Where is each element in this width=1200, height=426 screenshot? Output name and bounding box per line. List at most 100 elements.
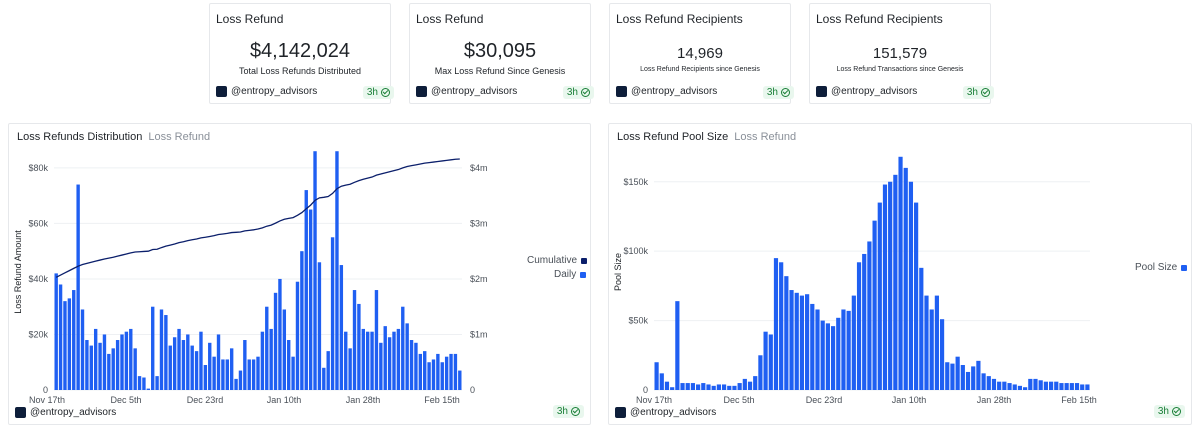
x-tick-label: Dec 23rd bbox=[806, 395, 843, 405]
daily-bar bbox=[247, 359, 251, 390]
author-name: @entropy_advisors bbox=[631, 86, 718, 97]
daily-bar bbox=[317, 262, 322, 390]
daily-bar bbox=[836, 317, 841, 390]
daily-bar bbox=[1080, 384, 1085, 390]
author-link[interactable]: @entropy_advisors bbox=[416, 86, 517, 97]
daily-bar bbox=[387, 337, 392, 390]
stat-card-total-refunds[interactable]: Loss Refund $4,142,024 Total Loss Refund… bbox=[209, 3, 394, 104]
daily-bar bbox=[151, 306, 155, 390]
freshness-badge[interactable]: 3h bbox=[552, 405, 584, 418]
x-tick-label: Dec 5th bbox=[110, 395, 141, 405]
daily-bar bbox=[392, 331, 396, 390]
daily-bar bbox=[58, 284, 63, 390]
cumulative-line bbox=[55, 158, 460, 278]
daily-bar bbox=[799, 295, 805, 390]
daily-bar bbox=[805, 294, 810, 390]
daily-bar bbox=[357, 303, 361, 390]
x-tick-label: Jan 28th bbox=[977, 395, 1012, 405]
daily-bar bbox=[186, 334, 190, 390]
chart-subtitle: Loss Refund bbox=[734, 131, 797, 143]
author-link[interactable]: @entropy_advisors bbox=[616, 86, 717, 97]
author-link[interactable]: @entropy_advisors bbox=[216, 86, 317, 97]
entropy-avatar-icon bbox=[615, 407, 626, 418]
daily-bar bbox=[322, 367, 326, 390]
legend-item-pool-size[interactable]: Pool Size bbox=[1135, 262, 1188, 273]
daily-bar bbox=[401, 306, 405, 390]
author-link[interactable]: @entropy_advisors bbox=[15, 407, 116, 418]
freshness-age: 3h bbox=[1157, 406, 1169, 417]
author-link[interactable]: @entropy_advisors bbox=[816, 86, 917, 97]
daily-bar bbox=[1007, 383, 1012, 390]
freshness-badge[interactable]: 3h bbox=[762, 86, 794, 99]
daily-bar bbox=[120, 334, 124, 390]
daily-bar bbox=[291, 356, 295, 390]
freshness-badge[interactable]: 3h bbox=[962, 86, 994, 99]
daily-bar bbox=[888, 181, 893, 390]
daily-bar bbox=[383, 326, 387, 390]
daily-bar bbox=[265, 306, 269, 390]
stat-value: $4,142,024 bbox=[249, 40, 351, 62]
daily-bar bbox=[365, 331, 370, 390]
daily-bar bbox=[203, 365, 208, 390]
daily-bar bbox=[830, 326, 836, 390]
daily-bar bbox=[124, 331, 129, 390]
daily-bar bbox=[431, 359, 436, 390]
legend-item-daily[interactable]: Daily bbox=[554, 269, 587, 280]
distribution-chart[interactable]: 0 $20k $40k $60k $80k Nov 17th Dec 5th Dec 23rd… bbox=[9, 124, 592, 426]
y2-tick-label: 0 bbox=[470, 385, 475, 395]
daily-bar bbox=[1054, 381, 1059, 390]
chart-card-distribution: Loss Refunds Distribution Loss Refund 0 $2… bbox=[8, 123, 591, 425]
daily-bar bbox=[300, 251, 304, 390]
daily-bar bbox=[344, 331, 348, 390]
freshness-badge[interactable]: 3h bbox=[562, 86, 594, 99]
chart-title: Loss Refunds Distribution Loss Refund bbox=[17, 131, 210, 143]
y-tick-label: $60k bbox=[28, 218, 48, 228]
check-circle-icon bbox=[1172, 407, 1181, 416]
daily-bar bbox=[216, 334, 221, 390]
daily-bar bbox=[939, 319, 945, 390]
pool-size-chart[interactable]: 0 $50k $100k $150k Nov 17th Dec 5th Dec 23rd Ja… bbox=[609, 124, 1193, 426]
daily-bar bbox=[965, 371, 971, 390]
daily-bar bbox=[115, 340, 120, 390]
author-link[interactable]: @entropy_advisors bbox=[615, 407, 716, 418]
daily-bar bbox=[882, 184, 888, 390]
daily-bar bbox=[898, 156, 903, 390]
check-circle-icon bbox=[581, 88, 590, 97]
daily-bar bbox=[737, 383, 742, 390]
stat-subtitle: Total Loss Refunds Distributed bbox=[238, 66, 362, 76]
daily-bar bbox=[190, 345, 194, 390]
daily-bar bbox=[352, 290, 357, 390]
daily-bar bbox=[89, 345, 93, 390]
daily-bar bbox=[208, 342, 212, 390]
x-tick-label: Jan 10th bbox=[267, 395, 302, 405]
entropy-avatar-icon bbox=[616, 86, 627, 97]
daily-bar bbox=[877, 202, 882, 390]
y-tick-label: $50k bbox=[628, 316, 648, 326]
daily-bar bbox=[950, 363, 955, 390]
stat-card-max-refund[interactable]: Loss Refund $30,095 Max Loss Refund Sinc… bbox=[409, 3, 594, 104]
daily-bar bbox=[295, 281, 300, 390]
y2-tick-label: $4m bbox=[470, 163, 488, 173]
daily-bar bbox=[872, 220, 877, 390]
daily-bar bbox=[423, 351, 427, 390]
stat-card-transactions[interactable]: Loss Refund Recipients 151,579 Loss Refu… bbox=[809, 3, 994, 104]
entropy-avatar-icon bbox=[416, 86, 427, 97]
daily-bar bbox=[1064, 383, 1069, 390]
daily-bar bbox=[696, 384, 701, 390]
daily-bar bbox=[789, 290, 794, 390]
daily-bar bbox=[659, 373, 664, 390]
freshness-badge[interactable]: 3h bbox=[1153, 405, 1185, 418]
stat-card-recipients[interactable]: Loss Refund Recipients 14,969 Loss Refun… bbox=[609, 3, 794, 104]
daily-bar bbox=[706, 384, 711, 390]
daily-bar bbox=[54, 273, 58, 390]
legend-swatch bbox=[580, 271, 587, 278]
daily-bar bbox=[168, 345, 172, 390]
freshness-badge[interactable]: 3h bbox=[362, 86, 394, 99]
daily-bar bbox=[361, 328, 365, 390]
stat-title: Loss Refund bbox=[216, 12, 284, 26]
y-axis-label: Loss Refund Amount bbox=[13, 230, 23, 314]
legend-item-cumulative[interactable]: Cumulative bbox=[527, 255, 588, 266]
stat-value: $30,095 bbox=[463, 40, 537, 62]
check-circle-icon bbox=[981, 88, 990, 97]
x-tick-label: Nov 17th bbox=[29, 395, 65, 405]
